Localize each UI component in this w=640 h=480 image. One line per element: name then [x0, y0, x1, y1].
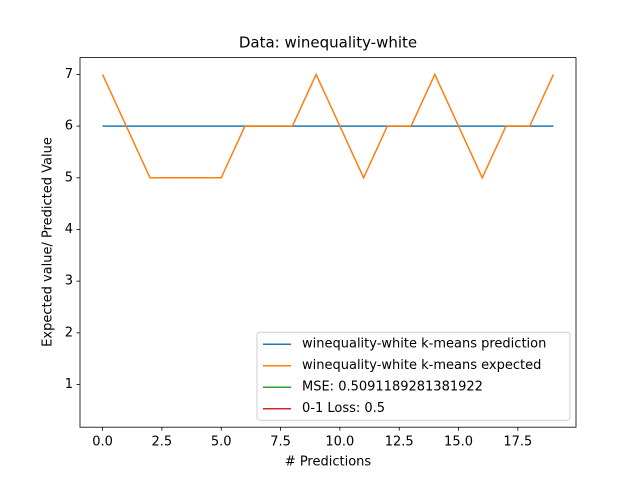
x-tick-label: 5.0: [211, 435, 232, 450]
x-axis-label: # Predictions: [285, 455, 372, 470]
x-tick-label: 2.5: [152, 435, 173, 450]
x-tick-label: 15.0: [444, 435, 473, 450]
legend-label: winequality-white k-means expected: [302, 358, 541, 373]
y-tick-label: 1: [65, 377, 73, 392]
y-tick-label: 2: [65, 325, 73, 340]
chart-title: Data: winequality-white: [239, 34, 417, 52]
y-tick-label: 6: [65, 119, 73, 134]
legend-label: 0-1 Loss: 0.5: [302, 401, 385, 416]
x-tick-label: 17.5: [503, 435, 532, 450]
line: [101, 72, 555, 180]
y-tick-label: 7: [65, 67, 73, 82]
x-tick-label: 0.0: [92, 435, 113, 450]
y-axis-label: Expected value/ Predicted Value: [41, 137, 56, 347]
y-tick-label: 4: [65, 222, 73, 237]
x-tick-label: 10.0: [325, 435, 354, 450]
x-tick-label: 7.5: [270, 435, 291, 450]
x-tick-label: 12.5: [385, 435, 414, 450]
plot-frame: [79, 57, 577, 428]
legend-box: [256, 331, 571, 421]
y-tick-label: 3: [65, 274, 73, 289]
legend-label: winequality-white k-means prediction: [302, 337, 546, 352]
legend: winequality-white k-means prediction wine…: [256, 331, 571, 421]
legend-label: MSE: 0.5091189281381922: [302, 380, 483, 395]
y-tick-label: 5: [65, 170, 73, 185]
